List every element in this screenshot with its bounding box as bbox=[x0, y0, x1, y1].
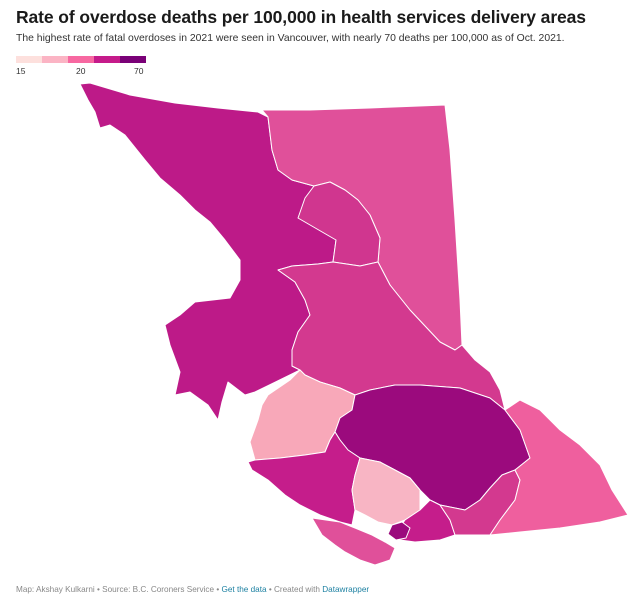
get-data-link[interactable]: Get the data bbox=[221, 585, 267, 594]
footer-created-text: • Created with bbox=[266, 585, 323, 594]
footer-credits: Map: Akshay Kulkarni • Source: B.C. Coro… bbox=[16, 585, 369, 594]
legend-swatch-1 bbox=[16, 56, 42, 63]
legend-max-label: 70 bbox=[134, 66, 144, 76]
footer-credit-text: Map: Akshay Kulkarni • Source: B.C. Coro… bbox=[16, 585, 222, 594]
legend-mid-label: 20 bbox=[76, 66, 86, 76]
legend-swatch-4 bbox=[94, 56, 120, 63]
legend-swatch-5 bbox=[120, 56, 146, 63]
region-east-kootenay[interactable] bbox=[489, 399, 629, 536]
legend-min-label: 15 bbox=[16, 66, 26, 76]
region-vancouver[interactable] bbox=[387, 521, 411, 541]
region-south-vancouver-island[interactable] bbox=[311, 517, 396, 566]
datawrapper-link[interactable]: Datawrapper bbox=[322, 585, 370, 594]
legend-swatch-2 bbox=[42, 56, 68, 63]
chart-subtitle: The highest rate of fatal overdoses in 2… bbox=[16, 33, 565, 44]
legend-gradient bbox=[16, 56, 146, 63]
legend-swatch-3 bbox=[68, 56, 94, 63]
region-fraser[interactable] bbox=[351, 457, 421, 526]
color-legend: 15 20 70 bbox=[16, 54, 146, 80]
chart-title: Rate of overdose deaths per 100,000 in h… bbox=[16, 7, 586, 27]
